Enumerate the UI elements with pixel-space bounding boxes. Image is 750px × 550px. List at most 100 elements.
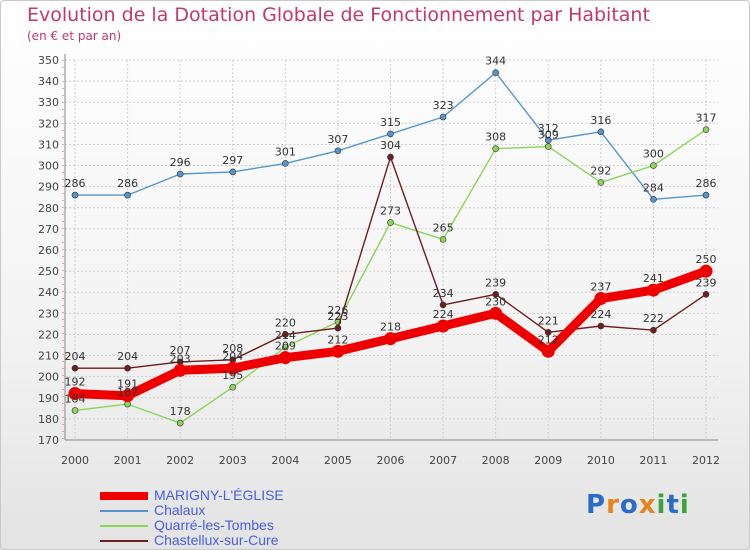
data-point (650, 162, 657, 169)
legend-label: Chastellux-sur-Cure (154, 532, 279, 548)
data-label: 307 (327, 133, 348, 146)
data-label: 323 (433, 99, 454, 112)
data-point (282, 160, 289, 167)
data-label: 184 (65, 392, 86, 405)
data-label: 297 (222, 154, 243, 167)
data-label: 286 (65, 177, 86, 190)
y-tick-label: 350 (38, 54, 59, 67)
data-point (699, 264, 713, 278)
x-tick-label: 2012 (692, 454, 720, 467)
y-tick-label: 200 (38, 371, 59, 384)
data-label: 344 (485, 55, 506, 68)
data-label: 308 (485, 131, 506, 144)
legend-label: Chalaux (154, 502, 206, 518)
x-tick-label: 2005 (324, 454, 352, 467)
data-point (387, 153, 394, 161)
data-point (597, 128, 605, 136)
y-tick-label: 220 (38, 328, 59, 341)
data-label: 203 (170, 352, 191, 365)
data-label: 218 (380, 321, 401, 334)
data-point (229, 168, 237, 176)
data-point (71, 191, 79, 199)
data-point (541, 344, 555, 358)
x-tick-label: 2011 (639, 454, 667, 467)
data-label: 224 (433, 308, 454, 321)
x-tick-label: 2006 (377, 454, 405, 467)
data-label: 208 (222, 342, 243, 355)
data-label: 214 (275, 329, 296, 342)
data-label: 315 (380, 116, 401, 129)
logo-letter: i (679, 490, 690, 520)
legend-swatch (100, 509, 148, 512)
data-label: 222 (643, 312, 664, 325)
data-label: 250 (696, 253, 717, 266)
x-tick-label: 2008 (482, 454, 510, 467)
data-label: 317 (696, 112, 717, 125)
data-point (702, 291, 710, 298)
data-label: 286 (696, 177, 717, 190)
data-point (278, 351, 292, 365)
data-point (702, 191, 710, 199)
data-point (597, 322, 605, 330)
data-point (646, 283, 660, 297)
data-label: 204 (117, 350, 138, 363)
data-point (594, 292, 608, 306)
data-point (650, 196, 657, 203)
data-point (176, 170, 184, 178)
logo-letter: t (666, 490, 680, 520)
legend-swatch (100, 524, 148, 527)
data-point (124, 364, 131, 372)
y-tick-label: 320 (38, 117, 59, 130)
data-point (489, 306, 503, 320)
data-point (492, 291, 499, 298)
legend-label: MARIGNY-L'ÉGLISE (154, 487, 284, 503)
y-tick-label: 310 (38, 138, 59, 151)
data-point (331, 344, 345, 358)
logo-letter: r (606, 490, 620, 520)
x-tick-label: 2002 (166, 454, 194, 467)
y-tick-label: 250 (38, 265, 59, 278)
legend-item: Chalaux (100, 503, 284, 518)
data-point (439, 113, 447, 121)
legend-label: Quarré-les-Tombes (154, 517, 274, 533)
data-label: 241 (643, 272, 664, 285)
data-label: 300 (643, 148, 664, 161)
data-label: 221 (538, 314, 559, 327)
x-tick-label: 2010 (587, 454, 615, 467)
y-tick-label: 240 (38, 286, 59, 299)
legend-swatch (100, 539, 148, 542)
data-point (650, 326, 657, 334)
x-tick-label: 2001 (114, 454, 142, 467)
logo-letter: P (586, 490, 607, 520)
data-label: 212 (538, 333, 559, 346)
data-label: 192 (65, 376, 86, 389)
proxiti-logo: Proxiti (586, 490, 690, 520)
data-point (544, 136, 552, 144)
y-tick-label: 330 (38, 96, 59, 109)
data-point (436, 319, 450, 333)
data-label: 207 (170, 344, 191, 357)
data-label: 309 (538, 129, 559, 142)
data-label: 204 (65, 350, 86, 363)
data-label: 191 (117, 378, 138, 391)
y-tick-label: 190 (38, 392, 59, 405)
y-tick-label: 230 (38, 307, 59, 320)
x-tick-label: 2003 (219, 454, 247, 467)
data-point (439, 236, 447, 243)
x-tick-label: 2004 (271, 454, 299, 467)
data-label: 284 (643, 181, 664, 194)
data-point (226, 361, 240, 375)
data-point (597, 179, 605, 186)
data-point (544, 143, 552, 150)
data-label: 239 (696, 276, 717, 289)
data-label: 292 (590, 164, 611, 177)
data-point (176, 419, 184, 427)
data-point (173, 363, 187, 377)
data-point (387, 130, 394, 138)
data-point (334, 147, 342, 155)
data-point (702, 126, 710, 133)
data-label: 316 (590, 114, 611, 127)
data-point (384, 332, 397, 346)
data-label: 230 (485, 295, 506, 308)
data-label: 178 (170, 405, 191, 418)
